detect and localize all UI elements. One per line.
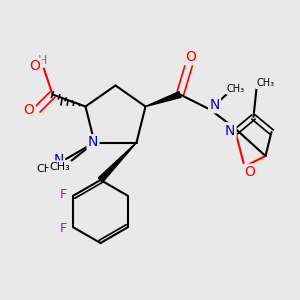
Text: N: N bbox=[225, 124, 235, 137]
Polygon shape bbox=[98, 142, 136, 182]
Text: O: O bbox=[30, 59, 40, 73]
Text: CH₃: CH₃ bbox=[256, 78, 274, 88]
Text: CH₃: CH₃ bbox=[50, 161, 70, 172]
Text: F: F bbox=[60, 222, 67, 235]
Text: N: N bbox=[209, 98, 220, 112]
Text: N: N bbox=[88, 136, 98, 149]
Text: CH₃: CH₃ bbox=[226, 83, 244, 94]
Polygon shape bbox=[146, 92, 181, 106]
Text: O: O bbox=[244, 165, 255, 179]
Text: CH₃: CH₃ bbox=[36, 164, 57, 175]
Text: F: F bbox=[60, 188, 67, 201]
Text: O: O bbox=[185, 50, 196, 64]
Text: H: H bbox=[37, 53, 47, 67]
Text: O: O bbox=[24, 103, 34, 116]
Text: N: N bbox=[53, 154, 64, 167]
